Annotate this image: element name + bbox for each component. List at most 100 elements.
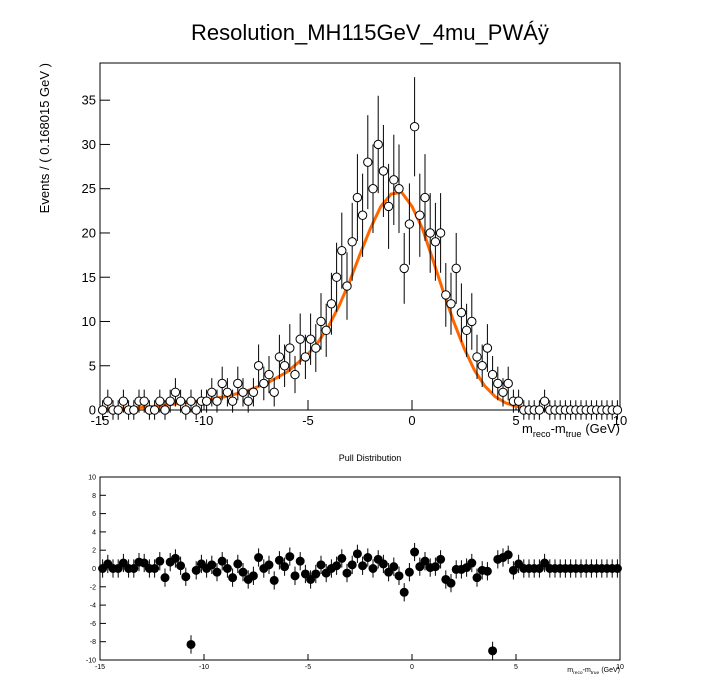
data-point <box>150 564 160 573</box>
data-point <box>129 405 139 415</box>
x-axis-label: mreco-mtrue (GeV) <box>567 667 620 676</box>
x-axis-label-part: (GeV) <box>601 667 620 674</box>
data-point <box>342 281 352 291</box>
x-tick-label: -15 <box>95 664 105 671</box>
data-point <box>482 566 492 576</box>
data-point <box>399 587 409 597</box>
data-point <box>420 192 430 203</box>
y-axis-label: Events / ( 0.168015 GeV ) <box>37 63 52 213</box>
data-point <box>404 567 414 577</box>
data-point <box>139 396 149 406</box>
y-tick-label: 8 <box>92 493 96 500</box>
data-point <box>113 564 123 573</box>
data-point <box>238 567 248 577</box>
x-tick-label: 10 <box>616 664 624 671</box>
data-point <box>472 573 482 583</box>
data-point <box>420 556 430 566</box>
data-point <box>498 387 508 397</box>
y-tick-label: 30 <box>82 137 96 152</box>
data-point <box>118 396 129 406</box>
data-point <box>472 352 482 362</box>
data-point <box>118 558 128 568</box>
data-point <box>451 263 461 274</box>
data-point <box>306 574 316 584</box>
y-tick-label: -2 <box>90 584 96 591</box>
data-point <box>461 325 472 336</box>
data-point <box>290 571 300 581</box>
y-tick-label: -4 <box>90 603 96 610</box>
data-point <box>295 556 305 566</box>
x-tick-label: -15 <box>91 413 110 428</box>
x-tick-label: -10 <box>199 664 209 671</box>
data-point <box>415 562 425 572</box>
data-point <box>97 405 108 415</box>
data-point <box>212 396 222 406</box>
data-point <box>160 405 170 415</box>
data-point <box>415 210 425 220</box>
data-point <box>347 237 357 247</box>
x-tick-label: 0 <box>410 664 414 671</box>
data-point <box>269 387 279 397</box>
data-point <box>254 553 264 563</box>
x-tick-label: -10 <box>195 413 214 428</box>
data-point <box>217 378 227 389</box>
x-axis-label-part: true <box>591 670 600 676</box>
data-point <box>264 369 274 380</box>
chart-title: Pull Distribution <box>339 453 402 463</box>
data-point <box>279 361 290 371</box>
data-point <box>430 562 440 572</box>
data-point <box>149 405 160 415</box>
data-point <box>233 559 243 569</box>
data-point <box>368 183 378 194</box>
data-point <box>337 245 347 256</box>
data-point <box>503 550 513 560</box>
data-point <box>186 639 196 649</box>
data-point <box>446 299 456 309</box>
y-tick-label: 25 <box>82 181 96 196</box>
x-axis-label: mreco-mtrue (GeV) <box>522 421 620 439</box>
data-point <box>384 567 394 577</box>
data-point <box>363 157 373 167</box>
data-point <box>425 228 435 238</box>
data-point <box>368 564 378 573</box>
data-point <box>181 405 191 415</box>
data-point <box>358 561 368 571</box>
x-axis-label-part: (GeV) <box>585 421 620 436</box>
y-tick-label: 2 <box>92 548 96 555</box>
data-point <box>155 396 165 406</box>
data-point <box>207 387 217 397</box>
y-tick-label: -6 <box>90 621 96 628</box>
data-point <box>436 554 446 564</box>
data-point <box>269 575 279 585</box>
data-point <box>248 571 258 581</box>
data-point <box>165 396 175 406</box>
x-tick-label: -5 <box>302 413 314 428</box>
data-point <box>389 562 399 572</box>
data-point <box>383 201 394 212</box>
y-tick-label: 0 <box>89 403 96 418</box>
y-tick-label: 10 <box>88 474 96 481</box>
data-point <box>534 405 545 415</box>
x-tick-label: 5 <box>512 413 519 428</box>
data-point <box>540 558 550 568</box>
data-point <box>488 646 498 656</box>
y-tick-label: 6 <box>92 511 96 518</box>
data-point <box>280 562 290 572</box>
data-point <box>113 405 123 415</box>
data-point <box>170 553 180 563</box>
data-point <box>316 560 326 570</box>
data-point <box>326 299 337 309</box>
x-tick-label: 10 <box>613 413 627 428</box>
y-tick-label: 35 <box>82 93 96 108</box>
data-point <box>467 558 477 568</box>
data-point <box>378 166 389 176</box>
y-tick-label: -8 <box>90 639 96 646</box>
data-point <box>399 263 409 274</box>
data-point <box>175 396 186 406</box>
data-point <box>409 122 420 132</box>
data-point <box>363 553 373 563</box>
data-point <box>513 396 524 406</box>
data-point <box>201 396 212 406</box>
data-point <box>176 561 186 571</box>
